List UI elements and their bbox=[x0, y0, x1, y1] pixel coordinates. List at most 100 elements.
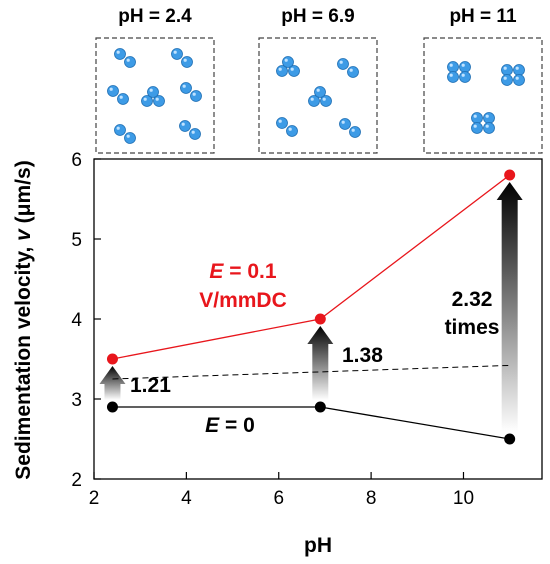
panel-ph-2-4: pH = 2.4 bbox=[95, 6, 215, 154]
panel-label: pH = 6.9 bbox=[281, 6, 354, 27]
x-tick-label: 6 bbox=[273, 488, 284, 509]
particle-highlight bbox=[119, 95, 123, 99]
series-points bbox=[106, 169, 516, 445]
y-axis-title: Sedimentation velocity, v (μm/s) bbox=[12, 160, 35, 479]
series-line-1 bbox=[112, 406, 510, 440]
particle bbox=[471, 122, 483, 134]
particle-highlight bbox=[155, 97, 159, 101]
particle-highlight bbox=[181, 122, 185, 126]
data-point bbox=[106, 353, 118, 365]
particle-highlight bbox=[278, 67, 282, 71]
particle-highlight bbox=[284, 58, 288, 62]
particle bbox=[117, 93, 129, 105]
particle bbox=[501, 74, 513, 86]
panel-label: pH = 2.4 bbox=[118, 6, 192, 27]
ratio-label-3-times: times bbox=[445, 316, 500, 339]
particle bbox=[501, 64, 513, 76]
particle-highlight bbox=[126, 134, 130, 138]
particle-highlight bbox=[288, 127, 292, 131]
data-point bbox=[314, 313, 326, 325]
particle-highlight bbox=[116, 50, 120, 54]
particle bbox=[459, 61, 471, 73]
particle bbox=[171, 48, 183, 60]
particle-highlight bbox=[278, 119, 282, 123]
particle bbox=[189, 128, 201, 140]
particle-highlight bbox=[351, 128, 355, 132]
legend-label-e-0-1: E = 0.1 bbox=[209, 260, 276, 283]
data-point bbox=[504, 433, 516, 445]
panel-frame bbox=[258, 37, 378, 154]
particle bbox=[124, 56, 136, 68]
x-tick-label: 2 bbox=[89, 488, 100, 509]
ratio-label-1: 1.21 bbox=[130, 374, 171, 397]
ratio-label-3: 2.32 bbox=[452, 288, 493, 311]
particle-highlight bbox=[126, 58, 130, 62]
particle bbox=[447, 71, 459, 83]
particle-highlight bbox=[310, 97, 314, 101]
particle-highlight bbox=[515, 76, 519, 80]
particle-clusters bbox=[276, 56, 361, 138]
particle-highlight bbox=[515, 66, 519, 70]
x-tick-label: 4 bbox=[181, 488, 192, 509]
legend-unit-e-0-1: V/mmDC bbox=[199, 289, 287, 312]
x-axis-title: pH bbox=[304, 534, 332, 557]
particle bbox=[107, 85, 119, 97]
particle-highlight bbox=[116, 126, 120, 130]
particle bbox=[513, 74, 525, 86]
particle bbox=[282, 56, 294, 68]
panel-ph-11: pH = 11 bbox=[423, 6, 543, 154]
ratio-arrow-2 bbox=[307, 326, 334, 400]
particle bbox=[459, 71, 471, 83]
particle-highlight bbox=[449, 73, 453, 77]
y-tick-label: 2 bbox=[71, 470, 82, 491]
particle-highlight bbox=[322, 97, 326, 101]
series-lines bbox=[112, 174, 511, 440]
particle-highlight bbox=[503, 66, 507, 70]
x-tick-label: 8 bbox=[366, 488, 377, 509]
particle-highlight bbox=[485, 114, 489, 118]
particle-highlight bbox=[192, 92, 196, 96]
particle-highlight bbox=[461, 73, 465, 77]
panel-label: pH = 11 bbox=[449, 6, 516, 27]
particle-highlight bbox=[149, 88, 153, 92]
particle bbox=[179, 120, 191, 132]
particle bbox=[286, 125, 298, 137]
particle bbox=[180, 82, 192, 94]
particle-highlight bbox=[503, 76, 507, 80]
legend-label-e-0: E = 0 bbox=[205, 414, 255, 437]
particle bbox=[513, 64, 525, 76]
dashed-reference-line bbox=[112, 364, 510, 380]
data-point bbox=[106, 401, 118, 413]
particle bbox=[483, 122, 495, 134]
particle bbox=[114, 124, 126, 136]
y-tick-label: 4 bbox=[71, 310, 82, 331]
ratio-arrow-1 bbox=[99, 366, 126, 400]
particle bbox=[483, 112, 495, 124]
data-point bbox=[314, 401, 326, 413]
particle-highlight bbox=[143, 97, 147, 101]
particle-highlight bbox=[290, 67, 294, 71]
particle bbox=[447, 61, 459, 73]
particle bbox=[471, 112, 483, 124]
y-tick-label: 6 bbox=[71, 150, 82, 171]
ratio-arrow-3 bbox=[496, 182, 523, 432]
ratio-label-2: 1.38 bbox=[342, 344, 383, 367]
particle-highlight bbox=[473, 114, 477, 118]
panel-frame bbox=[95, 37, 215, 154]
particle-highlight bbox=[182, 84, 186, 88]
axis-ticks: 2 4 6 8 10 2 3 4 5 6 bbox=[71, 150, 474, 509]
ratio-arrows bbox=[99, 182, 523, 432]
particle-highlight bbox=[183, 58, 187, 62]
particle-highlight bbox=[339, 60, 343, 64]
panel-frame bbox=[423, 37, 543, 154]
particle-highlight bbox=[349, 68, 353, 72]
particle-highlight bbox=[461, 63, 465, 67]
particle bbox=[276, 117, 288, 129]
particle-highlight bbox=[341, 120, 345, 124]
particle-highlight bbox=[473, 124, 477, 128]
data-point bbox=[504, 169, 516, 181]
particle-clusters bbox=[107, 48, 202, 144]
particle bbox=[347, 66, 359, 78]
particle bbox=[147, 86, 159, 98]
particle bbox=[339, 118, 351, 130]
